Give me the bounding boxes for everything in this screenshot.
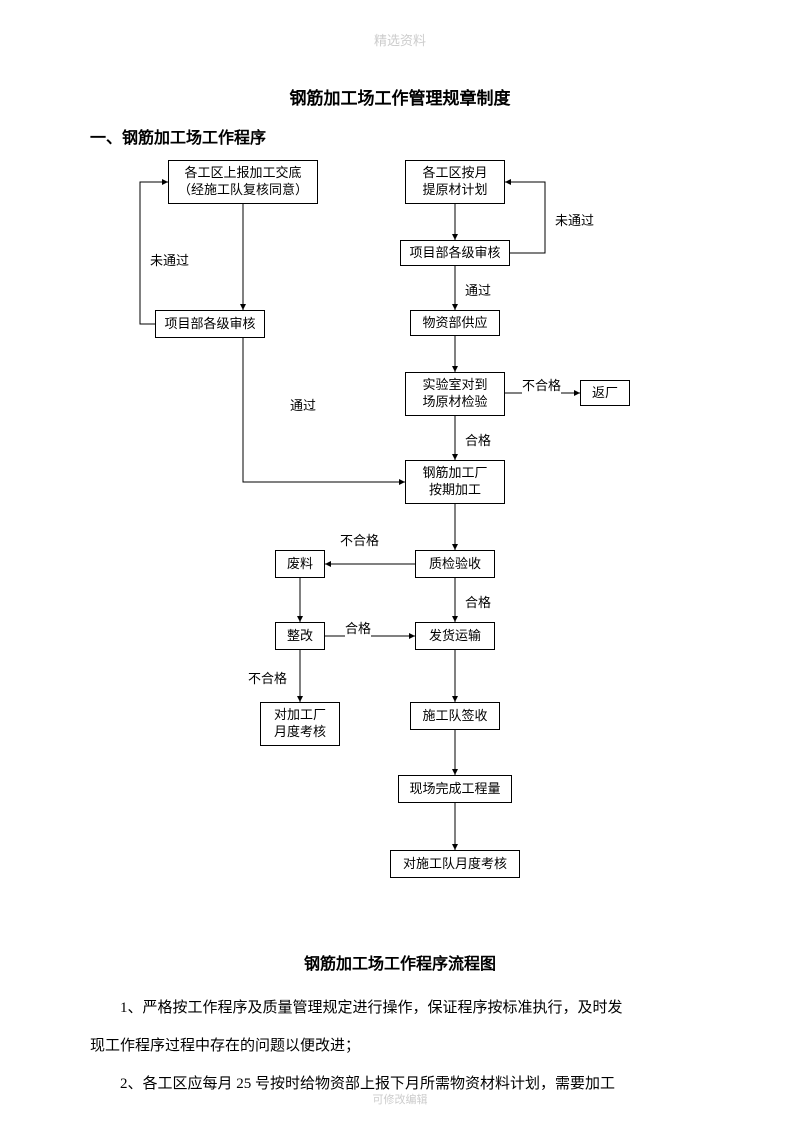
node-text: 月度考核 [274, 724, 326, 741]
flow-node-n8: 钢筋加工厂 按期加工 [405, 460, 505, 504]
flowchart-title: 钢筋加工场工作程序流程图 [0, 950, 800, 974]
node-text: 各工区按月 [422, 165, 487, 182]
flow-node-n1: 各工区上报加工交底 （经施工队复核同意） [168, 160, 318, 204]
watermark-top: 精选资料 [0, 30, 800, 49]
edge-label-e4: 通过 [465, 280, 491, 299]
edge-label-e3: 未通过 [555, 210, 594, 229]
flow-node-n4: 项目部各级审核 [400, 240, 510, 266]
edge-label-e8: 合格 [465, 592, 491, 611]
node-text: 对加工厂 [274, 707, 326, 724]
flow-node-n10: 废料 [275, 550, 325, 578]
node-text: 实验室对到 [422, 377, 487, 394]
node-text: 发货运输 [429, 628, 481, 645]
body-paragraph-2: 现工作程序过程中存在的问题以便改进； [90, 1028, 710, 1064]
node-text: 返厂 [592, 385, 618, 402]
page-container: 精选资料 可修改编辑 钢筋加工场工作管理规章制度 一、钢筋加工场工作程序 [0, 0, 800, 1132]
edge-label-e5: 不合格 [522, 375, 561, 394]
flow-node-n3: 各工区按月 提原材计划 [405, 160, 505, 204]
body-paragraph-3: 2、各工区应每月 25 号按时给物资部上报下月所需物资材料计划，需要加工 [90, 1066, 710, 1102]
flow-node-n7: 返厂 [580, 380, 630, 406]
flow-node-n6: 实验室对到 场原材检验 [405, 372, 505, 416]
flow-node-n16: 对施工队月度考核 [390, 850, 520, 878]
flow-node-n11: 整改 [275, 622, 325, 650]
flow-node-n9: 质检验收 [415, 550, 495, 578]
edge-label-e7: 不合格 [340, 530, 379, 549]
flow-node-n5: 物资部供应 [410, 310, 500, 336]
edge-label-e10: 不合格 [248, 668, 287, 687]
page-title: 钢筋加工场工作管理规章制度 [0, 84, 800, 109]
flow-node-n12: 发货运输 [415, 622, 495, 650]
node-text: 钢筋加工厂 [422, 465, 487, 482]
body-paragraph-1: 1、严格按工作程序及质量管理规定进行操作，保证程序按标准执行，及时发 [90, 990, 710, 1026]
flow-node-n14: 施工队签收 [410, 702, 500, 730]
node-text: 场原材检验 [422, 394, 487, 411]
node-text: 提原材计划 [422, 182, 487, 199]
node-text: 项目部各级审核 [409, 245, 500, 262]
node-text: 质检验收 [429, 556, 481, 573]
node-text: 各工区上报加工交底 [184, 165, 301, 182]
edge-label-e1: 未通过 [150, 250, 189, 269]
edge-label-e2: 通过 [290, 395, 316, 414]
node-text: 整改 [287, 628, 313, 645]
node-text: 按期加工 [429, 482, 481, 499]
node-text: 项目部各级审核 [164, 316, 255, 333]
section-heading: 一、钢筋加工场工作程序 [90, 124, 266, 148]
node-text: 施工队签收 [422, 708, 487, 725]
flow-node-n2: 项目部各级审核 [155, 310, 265, 338]
node-text: 现场完成工程量 [409, 781, 500, 798]
flow-node-n15: 现场完成工程量 [398, 775, 512, 803]
edge-label-e9: 合格 [345, 618, 371, 637]
node-text: 对施工队月度考核 [403, 856, 507, 873]
node-text: 废料 [287, 556, 313, 573]
node-text: （经施工队复核同意） [178, 182, 308, 199]
edge-label-e6: 合格 [465, 430, 491, 449]
flow-node-n13: 对加工厂 月度考核 [260, 702, 340, 746]
node-text: 物资部供应 [422, 315, 487, 332]
